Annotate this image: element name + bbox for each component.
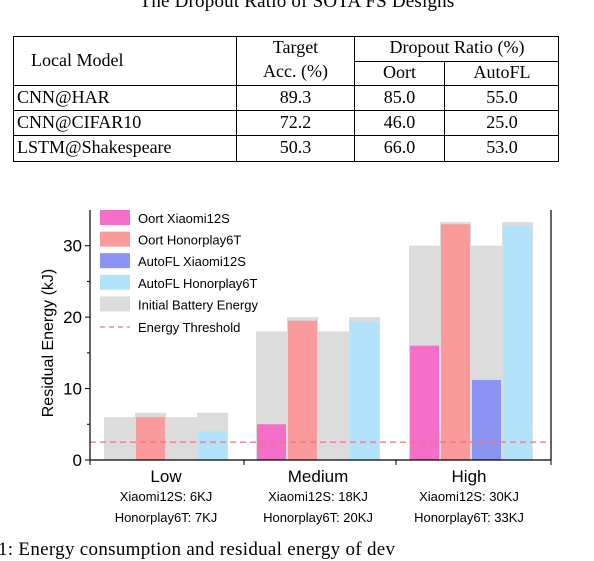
y-tick-label: 0 — [73, 451, 82, 470]
row1-autofl: 55.0 — [486, 87, 518, 107]
row3-autofl: 53.0 — [486, 137, 518, 157]
category-label: High — [452, 467, 487, 486]
residual-energy-bar — [410, 345, 439, 460]
category-sublabel: Xiaomi12S: 30KJ — [419, 489, 519, 504]
table-rule-row1 — [13, 110, 559, 111]
dropout-ratio-table: Local Model Target Acc. (%) Dropout Rati… — [13, 36, 559, 162]
table-rule-left — [13, 36, 14, 162]
table-rule-col3 — [444, 61, 445, 162]
residual-energy-bar — [350, 322, 379, 460]
legend-swatch — [100, 231, 130, 247]
initial-battery-bar — [318, 331, 349, 460]
figure-caption: 1: Energy consumption and residual energ… — [0, 539, 396, 560]
legend-label: Oort Honorplay6T — [138, 233, 241, 248]
category-label: Low — [150, 467, 182, 486]
table-rule-row2 — [13, 135, 559, 136]
header-autofl: AutoFL — [473, 62, 531, 82]
category-sublabel: Honorplay6T: 33KJ — [414, 510, 524, 525]
table-rule-col1 — [236, 36, 237, 162]
table-rule-col2 — [354, 36, 355, 162]
row3-oort: 66.0 — [383, 137, 416, 157]
row2-model: CNN@CIFAR10 — [17, 112, 142, 132]
y-tick-label: 10 — [63, 380, 82, 399]
category-sublabel: Honorplay6T: 7KJ — [115, 510, 218, 525]
legend-swatch — [100, 274, 130, 290]
y-axis-label: Residual Energy (kJ) — [40, 269, 57, 418]
row3-model: LSTM@Shakespeare — [17, 137, 172, 157]
header-local-model: Local Model — [31, 50, 124, 70]
legend-swatch — [100, 296, 130, 312]
table-rule-right — [558, 36, 559, 162]
y-tick-label: 20 — [63, 308, 82, 327]
initial-battery-bar — [166, 417, 197, 460]
row1-model: CNN@HAR — [17, 87, 110, 107]
residual-energy-bar — [288, 320, 317, 460]
category-sublabel: Xiaomi12S: 18KJ — [268, 489, 368, 504]
row2-oort: 46.0 — [383, 112, 416, 132]
table-rule-subheader — [354, 61, 559, 62]
header-dropout-ratio: Dropout Ratio (%) — [389, 37, 525, 57]
residual-energy-bar — [472, 380, 501, 460]
header-oort: Oort — [383, 62, 416, 82]
chart-plot: 0 10 20 30 Residual Energy (kJ) Low Xiaomi12S:… — [40, 210, 552, 525]
table-rule-top — [13, 36, 559, 37]
row2-target: 72.2 — [279, 112, 312, 132]
header-target-line1: Target — [272, 37, 319, 57]
legend-label: Energy Threshold — [138, 320, 240, 335]
legend-swatch — [100, 210, 130, 225]
category-sublabel: Xiaomi12S: 6KJ — [120, 489, 213, 504]
table-rule-bottom — [13, 161, 559, 162]
residual-energy-bar — [503, 225, 532, 460]
legend-label: Oort Xiaomi12S — [138, 211, 230, 226]
legend-label: Initial Battery Energy — [138, 297, 258, 312]
category-label: Medium — [288, 467, 348, 486]
residual-energy-bar — [441, 224, 470, 460]
category-sublabel: Honorplay6T: 20KJ — [263, 510, 373, 525]
row2-autofl: 25.0 — [486, 112, 518, 132]
row1-target: 89.3 — [279, 87, 312, 107]
initial-battery-bar — [104, 417, 135, 460]
residual-energy-bar — [198, 430, 227, 460]
residual-energy-bar — [136, 417, 165, 460]
table-rule-header — [13, 85, 559, 86]
y-tick-label: 30 — [63, 237, 82, 256]
legend-label: AutoFL Honorplay6T — [138, 276, 258, 291]
residual-energy-chart: 0 10 20 30 Residual Energy (kJ) Low Xiaomi12S:… — [40, 210, 552, 525]
legend-label: AutoFL Xiaomi12S — [138, 254, 246, 269]
row3-target: 50.3 — [279, 137, 312, 157]
header-target-line2: Acc. (%) — [263, 61, 328, 81]
legend-swatch — [100, 253, 130, 269]
row1-oort: 85.0 — [383, 87, 416, 107]
table-caption: The Dropout Ratio of SOTA FS Designs — [139, 0, 455, 12]
